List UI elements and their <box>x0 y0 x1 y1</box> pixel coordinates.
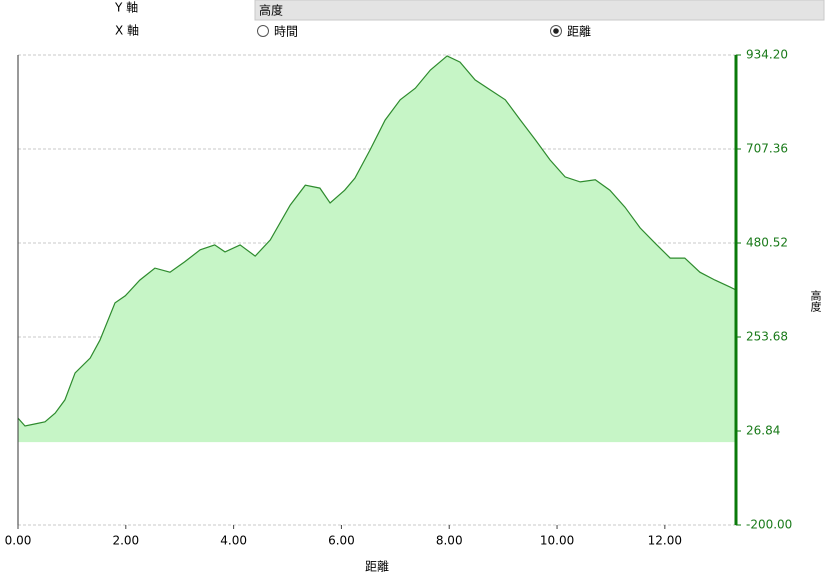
y-tick-label: -200.00 <box>746 518 792 532</box>
y-select[interactable] <box>254 0 825 21</box>
y-tick-label: 707.36 <box>746 142 788 156</box>
x-tick-label: 6.00 <box>328 534 355 548</box>
y-tick-label: 934.20 <box>746 48 788 62</box>
y-axis-label: Y 軸 <box>114 1 138 15</box>
x-tick-label: 2.00 <box>112 534 139 548</box>
x-tick-label: 8.00 <box>436 534 463 548</box>
plot: -200.00 26.84 253.68 480.52 707.36 934.20 0.00… <box>5 48 793 548</box>
y-select-value: 高度 <box>259 3 283 18</box>
x-tick-label: 4.00 <box>220 534 247 548</box>
x-axis-title: 距離 <box>365 560 389 574</box>
radio-time[interactable] <box>257 25 269 37</box>
y-tick-label: 480.52 <box>746 236 788 250</box>
radio-dot <box>553 28 559 34</box>
x-tick-label: 12.00 <box>648 534 682 548</box>
x-axis-label: X 軸 <box>115 24 139 38</box>
radio-distance-label: 距離 <box>567 25 591 39</box>
x-tick-label: 10.00 <box>540 534 574 548</box>
radio-time-label: 時間 <box>274 25 298 39</box>
y-axis-title: 高度 <box>809 289 822 313</box>
x-tick-label: 0.00 <box>5 534 32 548</box>
area-line <box>17 55 737 427</box>
y-tick-label: 253.68 <box>746 330 788 344</box>
area-fill <box>18 55 736 443</box>
y-tick-label: 26.84 <box>746 424 780 438</box>
